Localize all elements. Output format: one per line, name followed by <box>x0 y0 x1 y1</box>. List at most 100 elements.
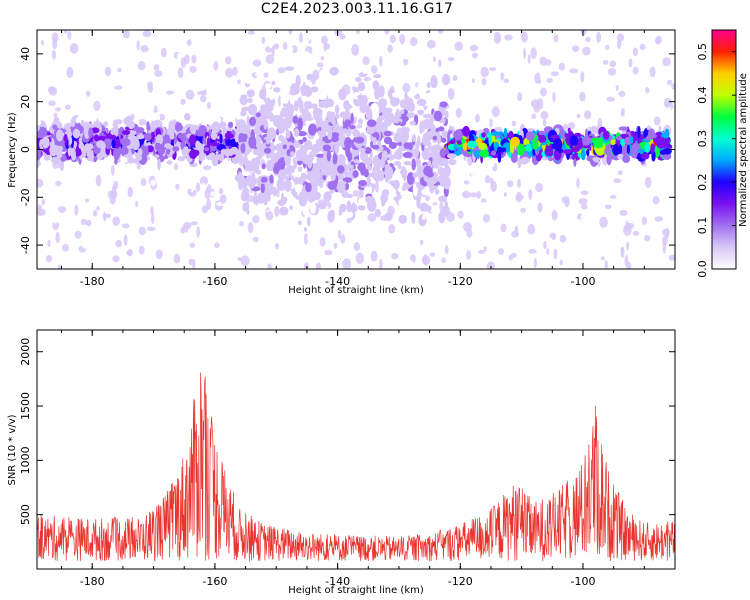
spectrogram-noise <box>546 78 553 83</box>
spectrogram-blob <box>580 148 586 161</box>
spectrogram-noise <box>410 37 418 47</box>
spectrogram-noise <box>469 44 479 52</box>
spectrogram-noise <box>156 90 165 101</box>
spectrogram-blob <box>442 73 451 86</box>
spectrogram-noise <box>581 251 589 257</box>
spectrogram-noise <box>150 179 157 187</box>
spectrogram-noise <box>51 49 57 60</box>
spectrogram-blob <box>330 132 340 138</box>
spectrogram-noise <box>333 242 338 249</box>
spectrogram-noise <box>663 254 671 261</box>
spectrogram-blob <box>240 177 247 188</box>
spectrogram-blob <box>306 101 313 110</box>
spectrogram-noise <box>274 206 280 217</box>
spectrogram-blob <box>436 89 445 98</box>
spectrogram-blob <box>137 148 143 157</box>
spectrogram-blob <box>640 153 650 160</box>
spectrogram-noise <box>381 258 390 264</box>
spectrogram-blob <box>329 209 335 218</box>
spectrogram-blob <box>281 192 284 205</box>
spectrogram-blob <box>298 191 307 199</box>
spectrogram-blob <box>366 119 377 127</box>
spectrogram-noise <box>633 34 641 47</box>
spectrogram-noise <box>612 171 618 179</box>
spectrogram-blob <box>532 139 539 150</box>
spectrogram-noise <box>494 126 503 132</box>
spectrogram-noise <box>452 75 458 81</box>
spectrogram-blob <box>182 126 186 134</box>
spectrogram-noise <box>387 44 393 53</box>
spectrogram-blob <box>639 150 644 155</box>
spectrogram-blob <box>235 154 245 164</box>
spectrogram-blob <box>322 68 329 79</box>
spectrogram-blob <box>247 97 253 103</box>
spectrogram-blob <box>437 174 447 183</box>
colorbar-tick-label: 0.1 <box>696 217 709 235</box>
spectrogram-blob <box>403 161 413 166</box>
spectrogram-blob <box>432 135 438 141</box>
spectrogram-blob <box>303 227 308 232</box>
spectrogram-noise <box>304 233 308 245</box>
spectrogram-noise <box>529 88 534 95</box>
colorbar-tick-label: 0.4 <box>696 86 709 104</box>
spectrogram-noise <box>206 198 212 210</box>
spectrogram-blob <box>297 131 307 137</box>
spectrogram-noise <box>166 97 170 109</box>
spectrogram-blob <box>313 178 323 186</box>
spectrogram-blob <box>338 88 347 101</box>
spectrogram-blob <box>315 153 326 158</box>
spectrogram-noise <box>566 209 574 219</box>
spectrogram-blob <box>654 145 660 158</box>
spectrogram-blob <box>415 158 422 168</box>
spectrogram-noise <box>142 30 152 38</box>
spectrogram-noise <box>593 52 597 60</box>
spectrogram-noise <box>346 224 352 231</box>
spectrogram-blob <box>417 109 425 116</box>
spectrogram-blob <box>344 137 352 150</box>
spectrogram-blob <box>78 142 85 150</box>
spectrogram-noise <box>273 43 280 50</box>
spectrogram-noise <box>192 258 196 269</box>
spectrogram-blob <box>235 128 240 137</box>
spectrogram-noise <box>617 39 622 49</box>
spectrogram-noise <box>138 226 146 236</box>
spectrogram-blob <box>491 135 496 142</box>
spectrogram-ytick-label: 20 <box>19 95 32 109</box>
spectrogram-noise <box>208 38 214 44</box>
spectrogram-noise <box>607 68 617 76</box>
spectrogram-blob <box>322 144 332 152</box>
spectrogram-noise <box>319 237 326 247</box>
spectrogram-blob <box>660 133 670 138</box>
spectrogram-noise <box>399 33 406 45</box>
spectrogram-noise <box>136 40 140 51</box>
spectrogram-noise <box>662 242 667 254</box>
spectrogram-blob <box>371 144 380 150</box>
spectrogram-blob <box>432 152 439 163</box>
spectrogram-noise <box>441 257 446 264</box>
spectrogram-blob <box>282 144 287 150</box>
spectrogram-blob <box>276 178 285 191</box>
spectrogram-blob <box>358 147 366 153</box>
spectrogram-blob <box>585 137 593 143</box>
spectrogram-blob <box>271 80 276 86</box>
spectrogram-noise <box>348 236 356 245</box>
spectrogram-blob <box>337 165 345 174</box>
spectrogram-noise <box>58 33 67 40</box>
spectrogram-noise <box>265 54 275 65</box>
spectrogram-blob <box>247 104 258 116</box>
spectrogram-noise <box>388 224 396 234</box>
spectrogram-noise <box>325 205 329 215</box>
spectrogram-noise <box>481 77 487 86</box>
spectrogram-noise <box>160 47 167 58</box>
colorbar-tick-label: 0.3 <box>696 130 709 148</box>
spectrogram-blob <box>259 88 267 100</box>
spectrogram-blob <box>454 129 463 141</box>
spectrogram-noise <box>455 107 462 118</box>
spectrogram-noise <box>668 254 675 261</box>
spectrogram-blob <box>322 220 331 226</box>
spectrogram-xlabel: Height of straight line (km) <box>288 285 424 296</box>
spectrogram-blob <box>344 210 354 219</box>
spectrogram-noise <box>304 262 309 269</box>
spectrogram-blob <box>260 176 268 183</box>
